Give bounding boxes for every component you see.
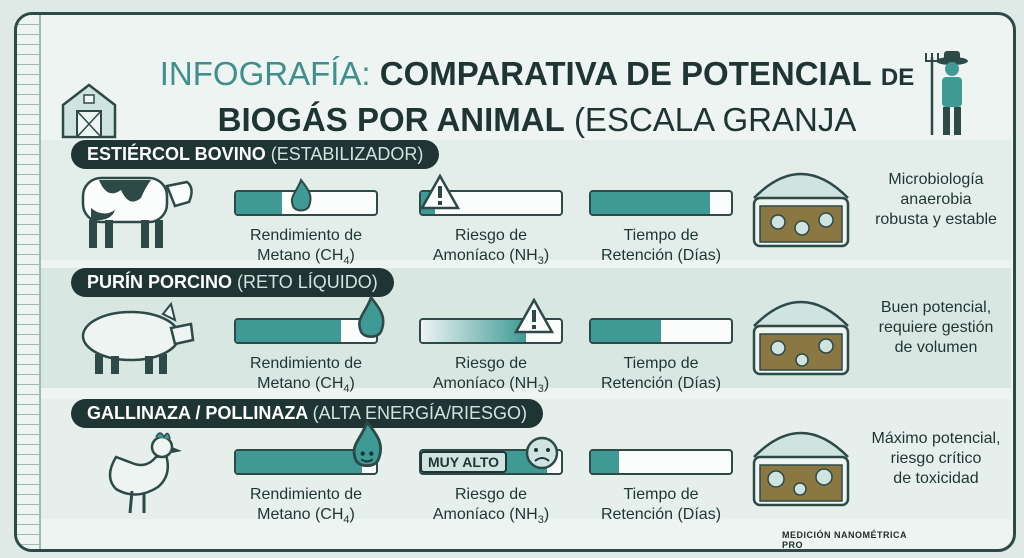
pig-icon	[81, 301, 195, 374]
section-note: Microbiología anaerobia robusta y establ…	[875, 171, 997, 228]
metric-ammonia: Riesgo de Amoníaco (NH3)	[416, 174, 566, 271]
chicken-icon	[108, 432, 182, 514]
methane-label: Rendimiento de Metano (CH4)	[249, 355, 363, 396]
section-porcino: PURÍN PORCINO (RETO LÍQUIDO) Rendimiento…	[41, 268, 1011, 395]
digester-icon	[752, 300, 850, 376]
retention-bar	[589, 190, 733, 216]
ammonia-label: Riesgo de Amoníaco (NH3)	[432, 486, 550, 527]
cow-icon	[81, 176, 193, 248]
metric-ammonia: MUY ALTO Riesgo de Amoníaco (NH3)	[416, 436, 566, 530]
retention-fill	[591, 192, 710, 214]
section-name: ESTIÉRCOL BOVINO	[87, 144, 266, 164]
metric-methane: Rendimiento de Metano (CH4)	[231, 419, 383, 530]
methane-fill	[236, 192, 283, 214]
title-de: DE	[880, 64, 915, 91]
section-name: PURÍN PORCINO	[87, 272, 233, 292]
retention-bar	[589, 449, 733, 475]
flame-icon	[352, 419, 383, 468]
ammonia-label: Riesgo de Amoníaco (NH3)	[432, 355, 550, 396]
section-label: ESTIÉRCOL BOVINO (ESTABILIZADOR)	[71, 140, 440, 169]
section-tag: (ALTA ENERGÍA/RIESGO)	[312, 403, 528, 423]
methane-fill	[236, 451, 362, 473]
ammonia-fill	[421, 320, 526, 342]
retention-fill	[591, 320, 661, 342]
metric-retention: Tiempo de Retención (Días)	[586, 318, 736, 394]
section-bovino: ESTIÉRCOL BOVINO (ESTABILIZADOR) Rendimi…	[41, 140, 1011, 267]
retention-fill	[591, 451, 619, 473]
section-gallinaza: GALLINAZA / POLLINAZA (ALTA ENERGÍA/RIES…	[41, 399, 1011, 526]
title-main-1: COMPARATIVA DE POTENCIAL	[379, 55, 872, 92]
flame-icon	[358, 294, 385, 338]
retention-label: Tiempo de Retención (Días)	[600, 227, 722, 264]
metric-retention: Tiempo de Retención (Días)	[586, 190, 736, 266]
ammonia-badge: MUY ALTO	[420, 451, 508, 473]
digester-icon	[752, 431, 850, 507]
left-ruler	[17, 15, 41, 549]
digester-icon	[752, 172, 850, 248]
methane-label: Rendimiento de Metano (CH4)	[249, 486, 363, 527]
farmer-icon	[925, 51, 968, 135]
metric-retention: Tiempo de Retención (Días)	[586, 449, 736, 525]
title-prefix: INFOGRAFÍA:	[159, 55, 371, 92]
methane-label: Rendimiento de Metano (CH4)	[249, 227, 363, 268]
title-main-2: BIOGÁS POR ANIMAL	[217, 101, 565, 138]
barn-icon	[61, 83, 117, 139]
microbe-sad-icon	[525, 436, 559, 470]
retention-bar	[589, 318, 733, 344]
ammonia-label: Riesgo de Amoníaco (NH3)	[432, 227, 550, 268]
methane-fill	[236, 320, 341, 342]
retention-label: Tiempo de Retención (Días)	[600, 355, 722, 392]
methane-bar	[234, 318, 378, 344]
flame-icon	[291, 178, 312, 212]
section-note: Máximo potencial, riesgo crítico de toxi…	[871, 430, 1001, 487]
warning-icon	[420, 174, 460, 210]
section-label: PURÍN PORCINO (RETO LÍQUIDO)	[71, 268, 394, 297]
infographic-frame: INFOGRAFÍA: COMPARATIVA DE POTENCIAL DE …	[14, 12, 1016, 552]
warning-icon	[514, 298, 554, 334]
metric-ammonia: Riesgo de Amoníaco (NH3)	[416, 298, 566, 399]
metric-methane: Rendimiento de Metano (CH4)	[231, 294, 385, 399]
section-tag: (RETO LÍQUIDO)	[237, 272, 378, 292]
section-note: Buen potencial, requiere gestión de volu…	[878, 299, 994, 356]
footer-brand: MEDICIÓN NANOMÉTRICA PRO	[782, 530, 912, 549]
section-name: GALLINAZA / POLLINAZA	[87, 403, 308, 423]
retention-label: Tiempo de Retención (Días)	[600, 486, 722, 523]
section-label: GALLINAZA / POLLINAZA (ALTA ENERGÍA/RIES…	[71, 399, 544, 428]
metric-methane: Rendimiento de Metano (CH4)	[231, 178, 381, 271]
section-tag: (ESTABILIZADOR)	[270, 144, 424, 164]
